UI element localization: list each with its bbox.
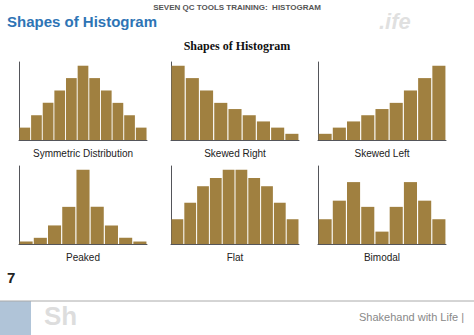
svg-text:7: 7 — [7, 269, 15, 286]
svg-text:Bimodal: Bimodal — [364, 252, 400, 263]
svg-text:Flat: Flat — [227, 252, 244, 263]
svg-text:Skewed Left: Skewed Left — [354, 148, 409, 159]
svg-text:Shakehand with Life |: Shakehand with Life | — [359, 311, 464, 323]
svg-text:Sh: Sh — [44, 301, 77, 331]
svg-text:Shapes of Histogram: Shapes of Histogram — [184, 39, 291, 53]
svg-text:Shapes of Histogram: Shapes of Histogram — [7, 13, 157, 30]
svg-text:SEVEN QC TOOLS TRAINING: HIST: SEVEN QC TOOLS TRAINING: HISTOGRAM — [153, 3, 321, 12]
svg-text:Skewed Right: Skewed Right — [204, 148, 266, 159]
svg-text:Symmetric Distribution: Symmetric Distribution — [33, 148, 133, 159]
svg-text:Peaked: Peaked — [66, 252, 100, 263]
svg-text:.ife: .ife — [379, 9, 411, 34]
